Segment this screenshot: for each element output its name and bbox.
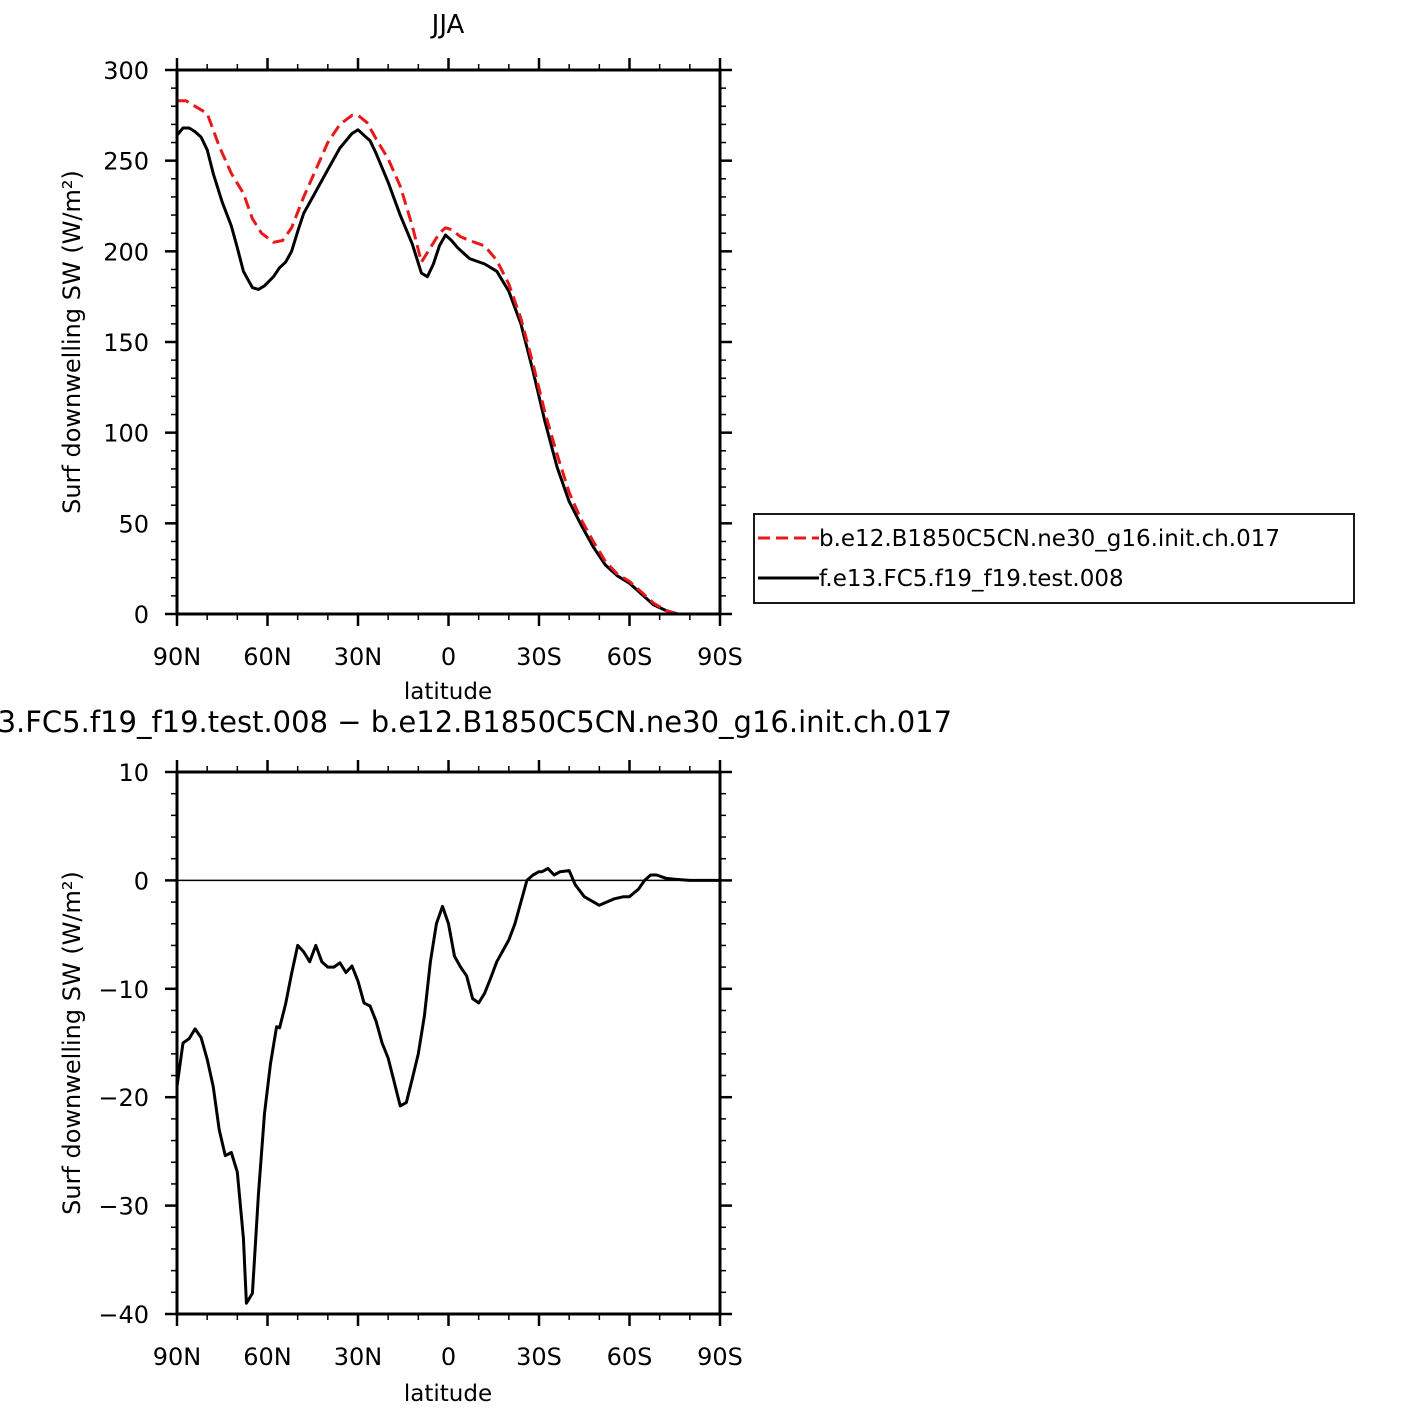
x-tick-label: 30N [334,1343,383,1371]
y-tick-label: 10 [118,759,149,787]
y-tick-label: −20 [98,1084,149,1112]
top-y-axis-label: Surf downwelling SW (W/m²) [58,170,86,514]
y-tick-label: 0 [134,601,149,629]
bottom-x-axis-label: latitude [404,1381,492,1407]
y-tick-label: 300 [103,57,149,85]
y-tick-label: 150 [103,329,149,357]
y-tick-label: −30 [98,1193,149,1221]
x-tick-label: 30N [334,643,383,671]
top-x-axis-label: latitude [404,679,492,705]
y-tick-label: −40 [98,1301,149,1329]
y-tick-label: −10 [98,976,149,1004]
legend-label-series-1: b.e12.B1850C5CN.ne30_g16.init.ch.017 [819,526,1280,552]
x-tick-label: 60N [243,643,292,671]
x-tick-label: 0 [441,1343,456,1371]
x-tick-label: 30S [516,1343,562,1371]
bottom-plot-frame [175,770,722,1316]
top-y-axis-ticks: 0 50 100 150 200 250 300 [103,57,732,629]
top-plot-frame [175,68,722,616]
y-tick-label: 200 [103,238,149,266]
y-tick-label: 250 [103,148,149,176]
top-series-group [175,99,690,616]
bottom-y-axis-label: Surf downwelling SW (W/m²) [58,871,86,1215]
y-tick-label: 50 [118,510,149,538]
x-tick-label: 60S [607,643,653,671]
y-tick-label: 100 [103,420,149,448]
x-tick-label: 90N [153,1343,202,1371]
x-tick-label: 60S [607,1343,653,1371]
top-chart-title: JJA [430,10,465,40]
bot-series-line-1 [175,867,720,1305]
y-tick-label: 0 [134,867,149,895]
legend-label-series-2: f.e13.FC5.f19_f19.test.008 [819,566,1124,592]
x-tick-label: 90N [153,643,202,671]
top-series-line-1 [177,99,690,616]
x-tick-label: 90S [697,1343,743,1371]
bottom-panel: f.e13.FC5.f19_f19.test.008 − b.e12.B1850… [0,705,952,1407]
x-tick-label: 0 [441,643,456,671]
top-x-axis-ticks: 90N 60N 30N 0 30S 60S 90S [153,58,743,671]
x-tick-label: 60N [243,1343,292,1371]
legend-box [753,513,1355,604]
bottom-x-axis-ticks: 90N 60N 30N 0 30S 60S 90S [153,760,743,1371]
bottom-y-axis-ticks: −40 −30 −20 −10 0 10 [98,759,732,1329]
bottom-chart-title: f.e13.FC5.f19_f19.test.008 − b.e12.B1850… [0,705,952,739]
legend: b.e12.B1850C5CN.ne30_g16.init.ch.017 f.e… [753,513,1355,604]
x-tick-label: 90S [697,643,743,671]
x-tick-label: 30S [516,643,562,671]
bottom-series-group [175,867,720,1305]
top-series-line-2 [175,126,690,616]
